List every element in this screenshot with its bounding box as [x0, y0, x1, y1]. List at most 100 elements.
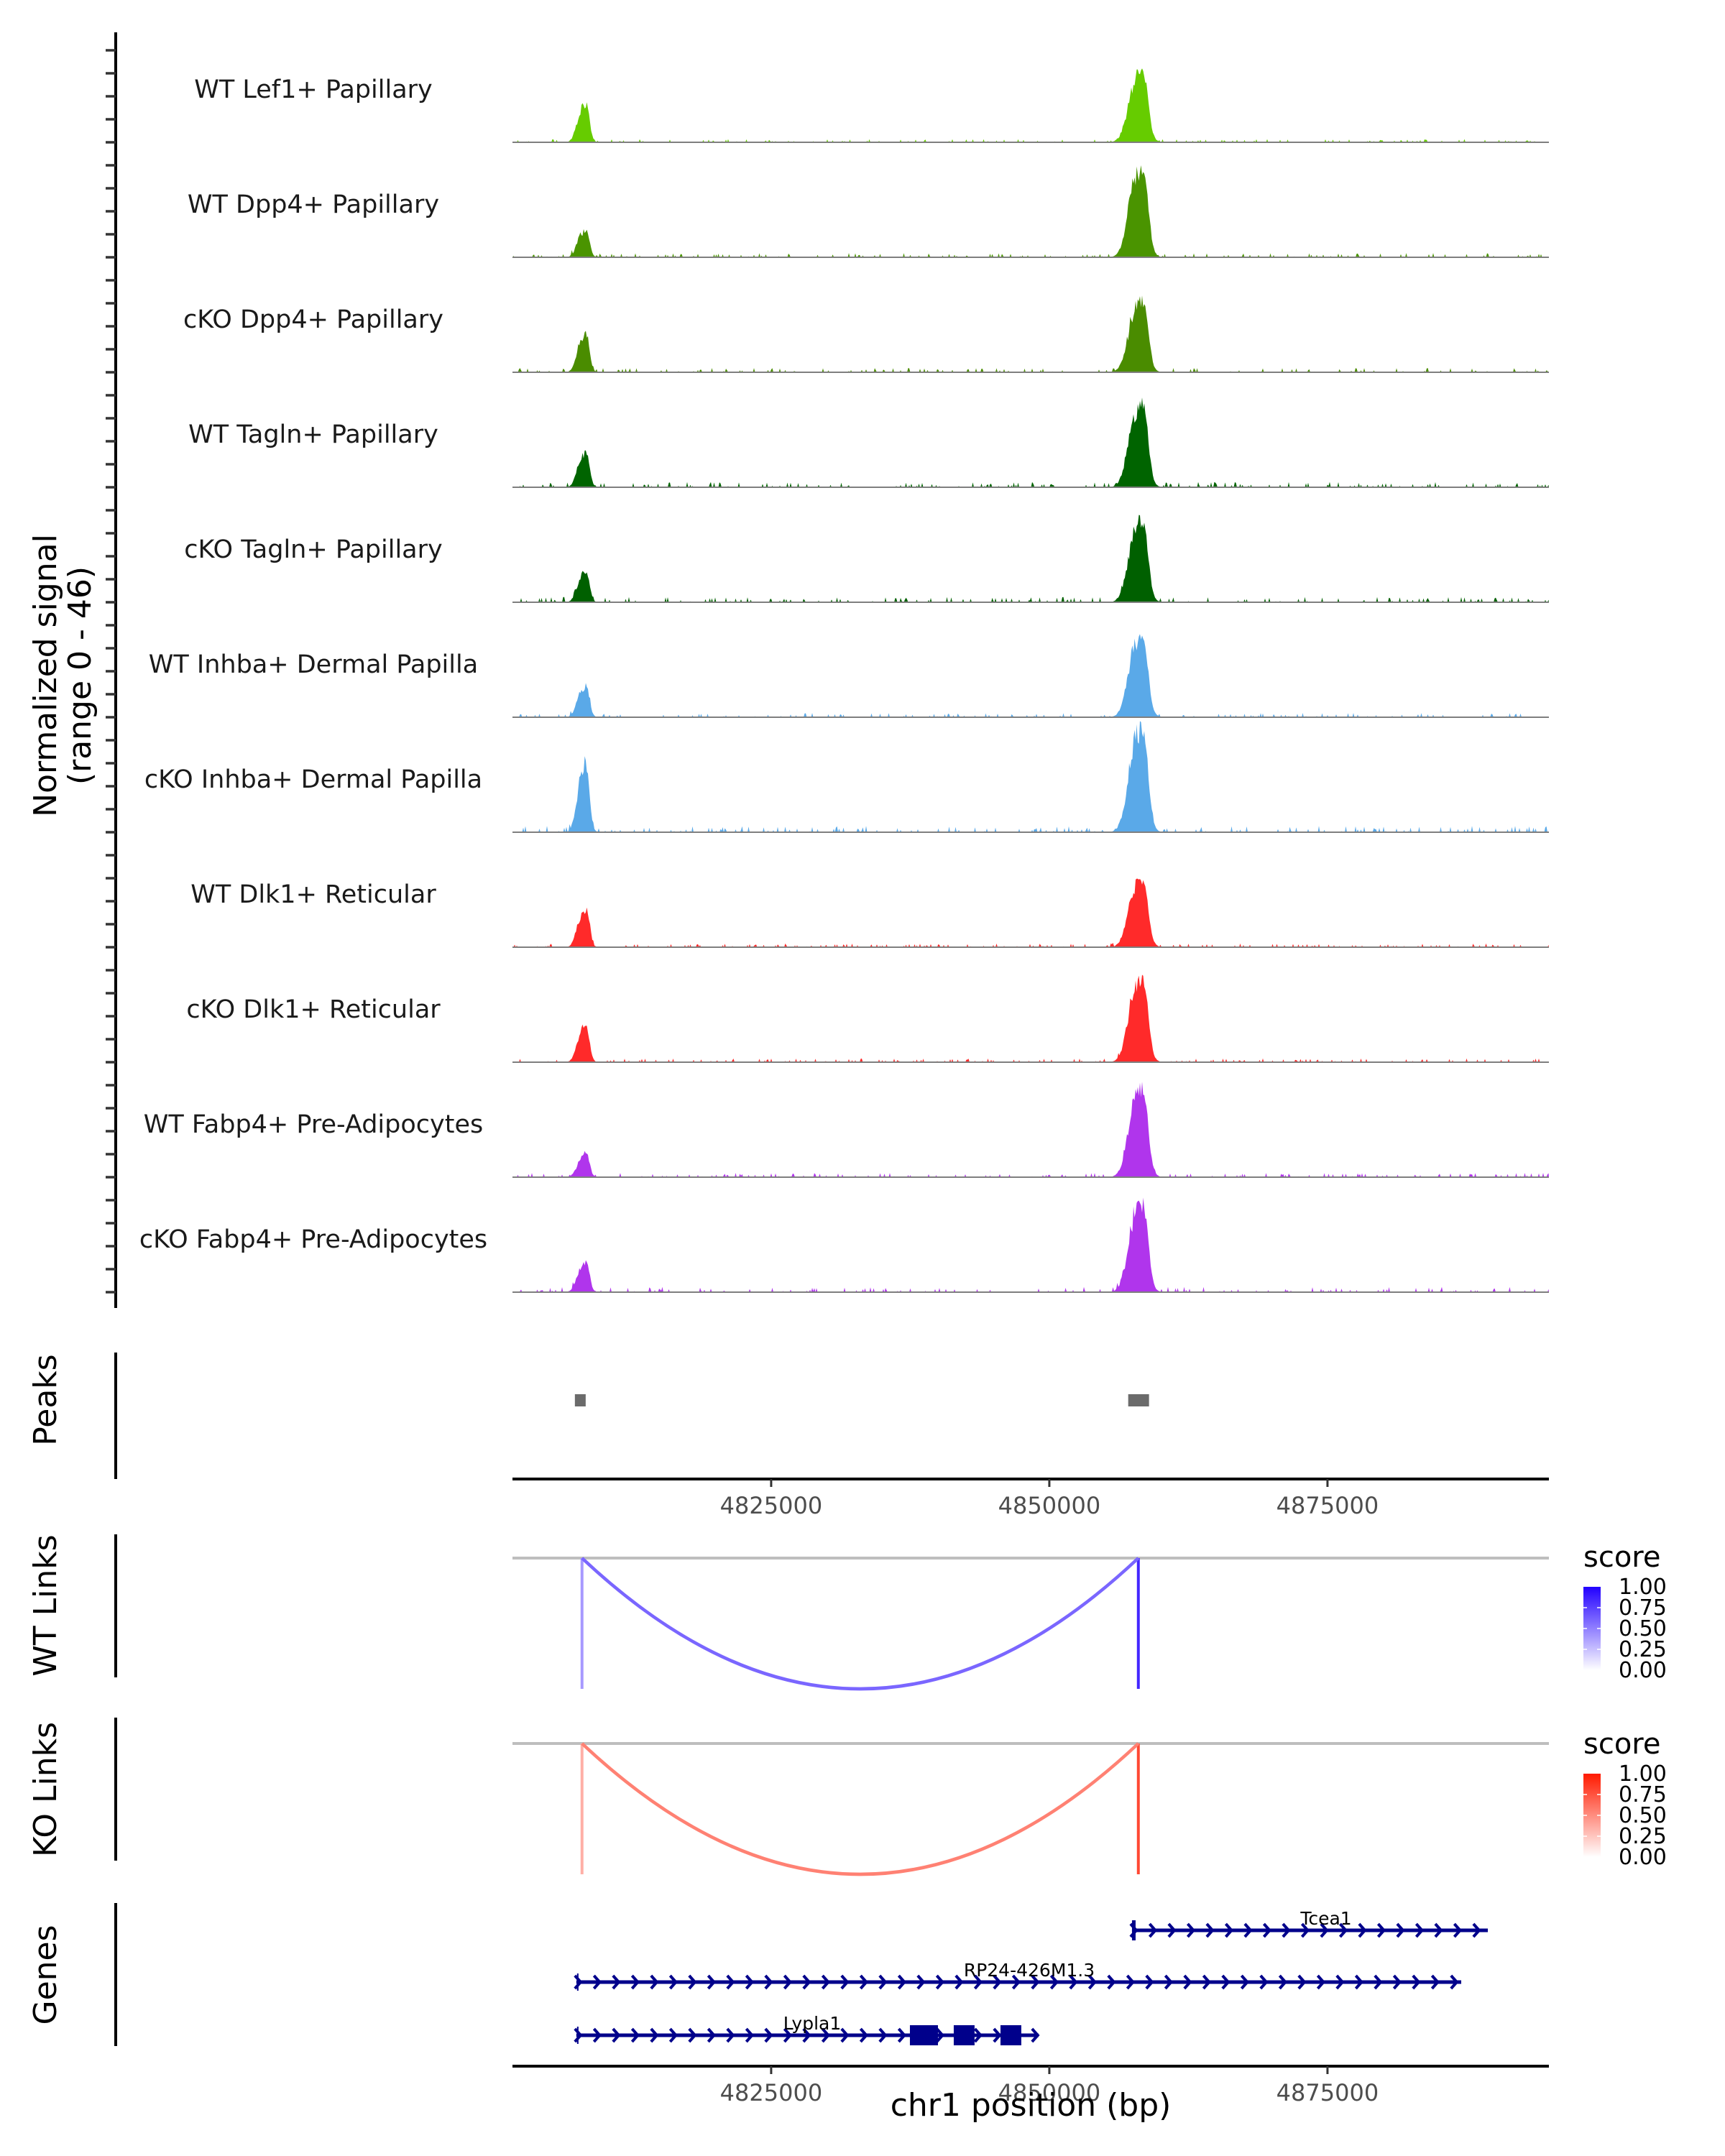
strand-arrow-icon — [1031, 2027, 1040, 2043]
strand-arrow-icon — [973, 2027, 983, 2043]
exon — [1000, 2025, 1021, 2045]
gene: Tcea1 — [1129, 1908, 1489, 1940]
strand-arrow-icon — [745, 2027, 755, 2043]
track-label: cKO Fabp4+ Pre-Adipocytes — [139, 1225, 487, 1254]
strand-arrow-icon — [630, 2027, 640, 2043]
strand-arrow-icon — [612, 1974, 621, 1990]
strand-arrow-icon — [1221, 1974, 1230, 1990]
strand-arrow-icon — [1412, 1974, 1421, 1990]
exon — [1131, 1920, 1136, 1940]
coverage-area — [512, 878, 1549, 947]
strand-arrow-icon — [859, 1974, 869, 1990]
x-tick-label: 4825000 — [720, 1492, 823, 1519]
strand-arrow-icon — [688, 1974, 697, 1990]
strand-arrow-icon — [1392, 1974, 1402, 1990]
strand-arrow-icon — [878, 1974, 888, 1990]
strand-arrow-icon — [1338, 1922, 1348, 1938]
strand-arrow-icon — [1186, 1922, 1196, 1938]
legend-tick-label: 0.50 — [1619, 1616, 1667, 1641]
strand-arrow-icon — [764, 2027, 773, 2043]
strand-arrow-icon — [707, 1974, 717, 1990]
strand-arrow-icon — [1107, 1974, 1116, 1990]
track-label: WT Inhba+ Dermal Papilla — [149, 650, 478, 679]
wt-links-label: WT Links — [27, 1534, 64, 1676]
legend-tick-label: 0.00 — [1619, 1845, 1667, 1870]
coverage-track: cKO Inhba+ Dermal Papilla — [144, 721, 1549, 833]
strand-arrow-icon — [574, 2027, 583, 2043]
strand-arrow-icon — [668, 2027, 678, 2043]
strand-arrow-icon — [916, 1974, 926, 1990]
track-label: cKO Dlk1+ Reticular — [186, 995, 441, 1024]
strand-arrow-icon — [1259, 1974, 1269, 1990]
coverage-track: WT Tagln+ Papillary — [188, 397, 1549, 488]
strand-arrow-icon — [630, 1974, 640, 1990]
coverage-track: WT Dlk1+ Reticular — [190, 878, 1549, 948]
strand-arrow-icon — [1472, 1922, 1481, 1938]
peaks-track — [114, 1353, 1149, 1479]
strand-arrow-icon — [935, 1974, 945, 1990]
strand-arrow-icon — [1031, 1974, 1040, 1990]
genes-label: Genes — [27, 1925, 64, 2024]
strand-arrow-icon — [1316, 1974, 1326, 1990]
coverage-tracks: WT Lef1+ Papillary WT Dpp4+ Papillary cKO … — [139, 68, 1549, 1293]
strand-arrow-icon — [668, 1974, 678, 1990]
legend-tick-label: 0.25 — [1619, 1824, 1667, 1849]
coverage-area — [512, 68, 1549, 142]
strand-arrow-icon — [1205, 1922, 1215, 1938]
strand-arrow-icon — [1450, 1974, 1459, 1990]
exon — [909, 2025, 938, 2045]
strand-arrow-icon — [993, 2027, 1002, 2043]
legend-tick-label: 1.00 — [1619, 1575, 1667, 1600]
x-tick-label: 4875000 — [1276, 1492, 1379, 1519]
strand-arrow-icon — [1262, 1922, 1272, 1938]
coverage-track: WT Dpp4+ Papillary — [188, 165, 1549, 258]
coverage-area — [512, 397, 1549, 487]
coverage-area — [512, 721, 1549, 832]
legend-tick-label: 1.00 — [1619, 1761, 1667, 1787]
strand-arrow-icon — [1300, 1922, 1310, 1938]
coverage-area — [512, 165, 1549, 257]
coverage-track: WT Fabp4+ Pre-Adipocytes — [144, 1082, 1549, 1178]
strand-arrow-icon — [592, 1974, 602, 1990]
strand-arrow-icon — [1087, 1974, 1098, 1990]
y-axis-title-line-1: Normalized signal — [27, 534, 64, 817]
strand-arrow-icon — [1297, 1974, 1307, 1990]
strand-arrow-icon — [935, 2027, 945, 2043]
gene: RP24-426M1.3 — [574, 1960, 1462, 1991]
link-arc — [581, 1557, 1140, 1691]
coverage-track: WT Inhba+ Dermal Papilla — [149, 634, 1549, 718]
legend-title: score — [1583, 1728, 1660, 1761]
gene-label: RP24-426M1.3 — [964, 1960, 1095, 1981]
x-tick-label: 4875000 — [1276, 2079, 1379, 2106]
peak-region — [1128, 1394, 1149, 1406]
strand-arrow-icon — [821, 1974, 831, 1990]
strand-arrow-icon — [802, 1974, 811, 1990]
peaks-track-title: Peaks — [27, 1354, 64, 1445]
strand-arrow-icon — [1282, 1922, 1291, 1938]
strand-arrow-icon — [1164, 1974, 1174, 1990]
strand-arrow-icon — [1049, 1974, 1059, 1990]
coverage-track: WT Lef1+ Papillary — [194, 68, 1549, 143]
track-label: WT Tagln+ Papillary — [188, 420, 438, 449]
track-label: WT Fabp4+ Pre-Adipocytes — [144, 1110, 483, 1139]
strand-arrow-icon — [1183, 1974, 1192, 1990]
score-legends: score1.000.750.500.250.00score1.000.750.… — [1583, 1541, 1667, 1870]
strand-arrow-icon — [878, 2027, 888, 2043]
link-track — [114, 1534, 1549, 1691]
strand-arrow-icon — [1396, 1922, 1405, 1938]
strand-arrow-icon — [1126, 1974, 1136, 1990]
strand-arrow-icon — [1145, 1974, 1154, 1990]
strand-arrow-icon — [973, 1974, 983, 1990]
track-label: cKO Inhba+ Dermal Papilla — [144, 765, 482, 794]
strand-arrow-icon — [1011, 1974, 1021, 1990]
strand-arrow-icon — [1414, 1922, 1425, 1938]
strand-arrow-icon — [726, 1974, 735, 1990]
genes-track: Tcea1 RP24-426M1.3 Lypla1 — [114, 1903, 1489, 2046]
track-label: cKO Tagln+ Papillary — [184, 535, 443, 564]
strand-arrow-icon — [783, 2027, 793, 2043]
strand-arrow-icon — [1430, 1974, 1440, 1990]
strand-arrow-icon — [897, 2027, 907, 2043]
strand-arrow-icon — [821, 2027, 831, 2043]
